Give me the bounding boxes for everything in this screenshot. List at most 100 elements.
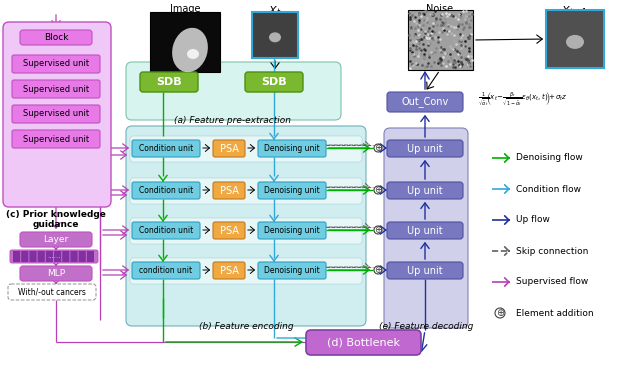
FancyBboxPatch shape [79,251,86,262]
Text: Up unit: Up unit [407,266,443,276]
FancyBboxPatch shape [258,262,326,279]
FancyBboxPatch shape [20,232,92,247]
Text: Denoising unit: Denoising unit [264,186,320,195]
FancyBboxPatch shape [387,262,463,279]
Text: Supervised unit: Supervised unit [23,85,89,94]
FancyBboxPatch shape [245,72,303,92]
Ellipse shape [269,32,281,42]
FancyBboxPatch shape [130,178,362,204]
FancyBboxPatch shape [21,251,28,262]
Text: (a) Feature pre-extraction: (a) Feature pre-extraction [175,116,291,125]
FancyBboxPatch shape [38,251,45,262]
Text: PSA: PSA [220,266,239,276]
Text: Up unit: Up unit [407,185,443,195]
FancyBboxPatch shape [408,10,473,70]
FancyBboxPatch shape [387,140,463,157]
FancyBboxPatch shape [20,30,92,45]
FancyBboxPatch shape [213,140,245,157]
Text: Condition unit: Condition unit [139,144,193,153]
FancyBboxPatch shape [12,55,100,73]
Text: Skip connection: Skip connection [516,247,588,256]
Ellipse shape [187,49,199,59]
Text: Element addition: Element addition [516,308,594,317]
FancyBboxPatch shape [150,12,220,72]
Text: ⊕: ⊕ [496,308,504,318]
Text: (c) Prior knowledge
guidance: (c) Prior knowledge guidance [6,210,106,229]
FancyBboxPatch shape [213,262,245,279]
Ellipse shape [566,35,584,49]
FancyBboxPatch shape [70,251,77,262]
FancyBboxPatch shape [12,130,100,148]
Text: condition unit: condition unit [140,266,193,275]
FancyBboxPatch shape [130,136,362,162]
Text: $X_t$: $X_t$ [268,4,282,18]
Text: Block: Block [44,33,68,42]
FancyBboxPatch shape [258,222,326,239]
Text: Out_Conv: Out_Conv [401,97,449,107]
FancyBboxPatch shape [62,251,69,262]
FancyBboxPatch shape [46,251,53,262]
FancyBboxPatch shape [132,222,200,239]
FancyBboxPatch shape [12,105,100,123]
FancyBboxPatch shape [126,126,366,326]
Text: (e) Feature decoding: (e) Feature decoding [379,322,473,331]
FancyBboxPatch shape [140,72,198,92]
Text: PSA: PSA [220,144,239,154]
Text: ⊕: ⊕ [374,185,382,195]
FancyBboxPatch shape [29,251,36,262]
Text: Supervised unit: Supervised unit [23,110,89,119]
FancyBboxPatch shape [387,222,463,239]
Text: Denoising flow: Denoising flow [516,154,583,163]
FancyBboxPatch shape [387,182,463,199]
Circle shape [374,266,382,274]
Circle shape [374,144,382,152]
Text: PSA: PSA [220,226,239,235]
Circle shape [374,186,382,194]
Text: Denoising unit: Denoising unit [264,144,320,153]
Text: SDB: SDB [156,77,182,87]
FancyBboxPatch shape [213,182,245,199]
Text: ⊕: ⊕ [374,143,382,153]
Text: ......: ...... [47,254,61,260]
Text: Supervised unit: Supervised unit [23,135,89,144]
Text: (d) Bottlenek: (d) Bottlenek [327,338,400,348]
Text: MLP: MLP [47,269,65,278]
Text: ⊕: ⊕ [374,225,382,235]
FancyBboxPatch shape [546,10,604,68]
FancyBboxPatch shape [20,266,92,281]
FancyBboxPatch shape [3,22,111,207]
FancyBboxPatch shape [130,218,362,244]
Text: (b) Feature encoding: (b) Feature encoding [198,322,293,331]
FancyBboxPatch shape [306,330,421,355]
FancyBboxPatch shape [132,140,200,157]
FancyBboxPatch shape [132,182,200,199]
FancyBboxPatch shape [387,92,463,112]
FancyBboxPatch shape [252,12,298,58]
Circle shape [374,226,382,234]
Text: Up unit: Up unit [407,144,443,154]
FancyBboxPatch shape [258,140,326,157]
FancyBboxPatch shape [12,80,100,98]
Text: $X_{t-1}$: $X_{t-1}$ [561,4,588,18]
FancyBboxPatch shape [130,258,362,284]
Text: $\frac{1}{\sqrt{\bar{\alpha}_t}}\!\left(\!x_t\!-\!\frac{\beta_t}{\sqrt{1-\bar{\a: $\frac{1}{\sqrt{\bar{\alpha}_t}}\!\left(… [478,90,568,109]
Text: Noise: Noise [426,4,454,14]
FancyBboxPatch shape [384,128,468,328]
Text: SDB: SDB [261,77,287,87]
FancyBboxPatch shape [258,182,326,199]
Text: Image: Image [170,4,200,14]
FancyBboxPatch shape [13,251,20,262]
Text: Denoising unit: Denoising unit [264,266,320,275]
Circle shape [495,308,505,318]
Text: Supervised flow: Supervised flow [516,278,588,286]
Text: Condition unit: Condition unit [139,186,193,195]
Text: Supervised unit: Supervised unit [23,60,89,69]
Text: Layer: Layer [44,235,68,244]
FancyBboxPatch shape [126,62,341,120]
Text: Up flow: Up flow [516,216,550,225]
FancyBboxPatch shape [54,251,61,262]
FancyBboxPatch shape [132,262,200,279]
Text: Condition flow: Condition flow [516,185,581,194]
Text: Condition unit: Condition unit [139,226,193,235]
FancyBboxPatch shape [10,250,98,263]
